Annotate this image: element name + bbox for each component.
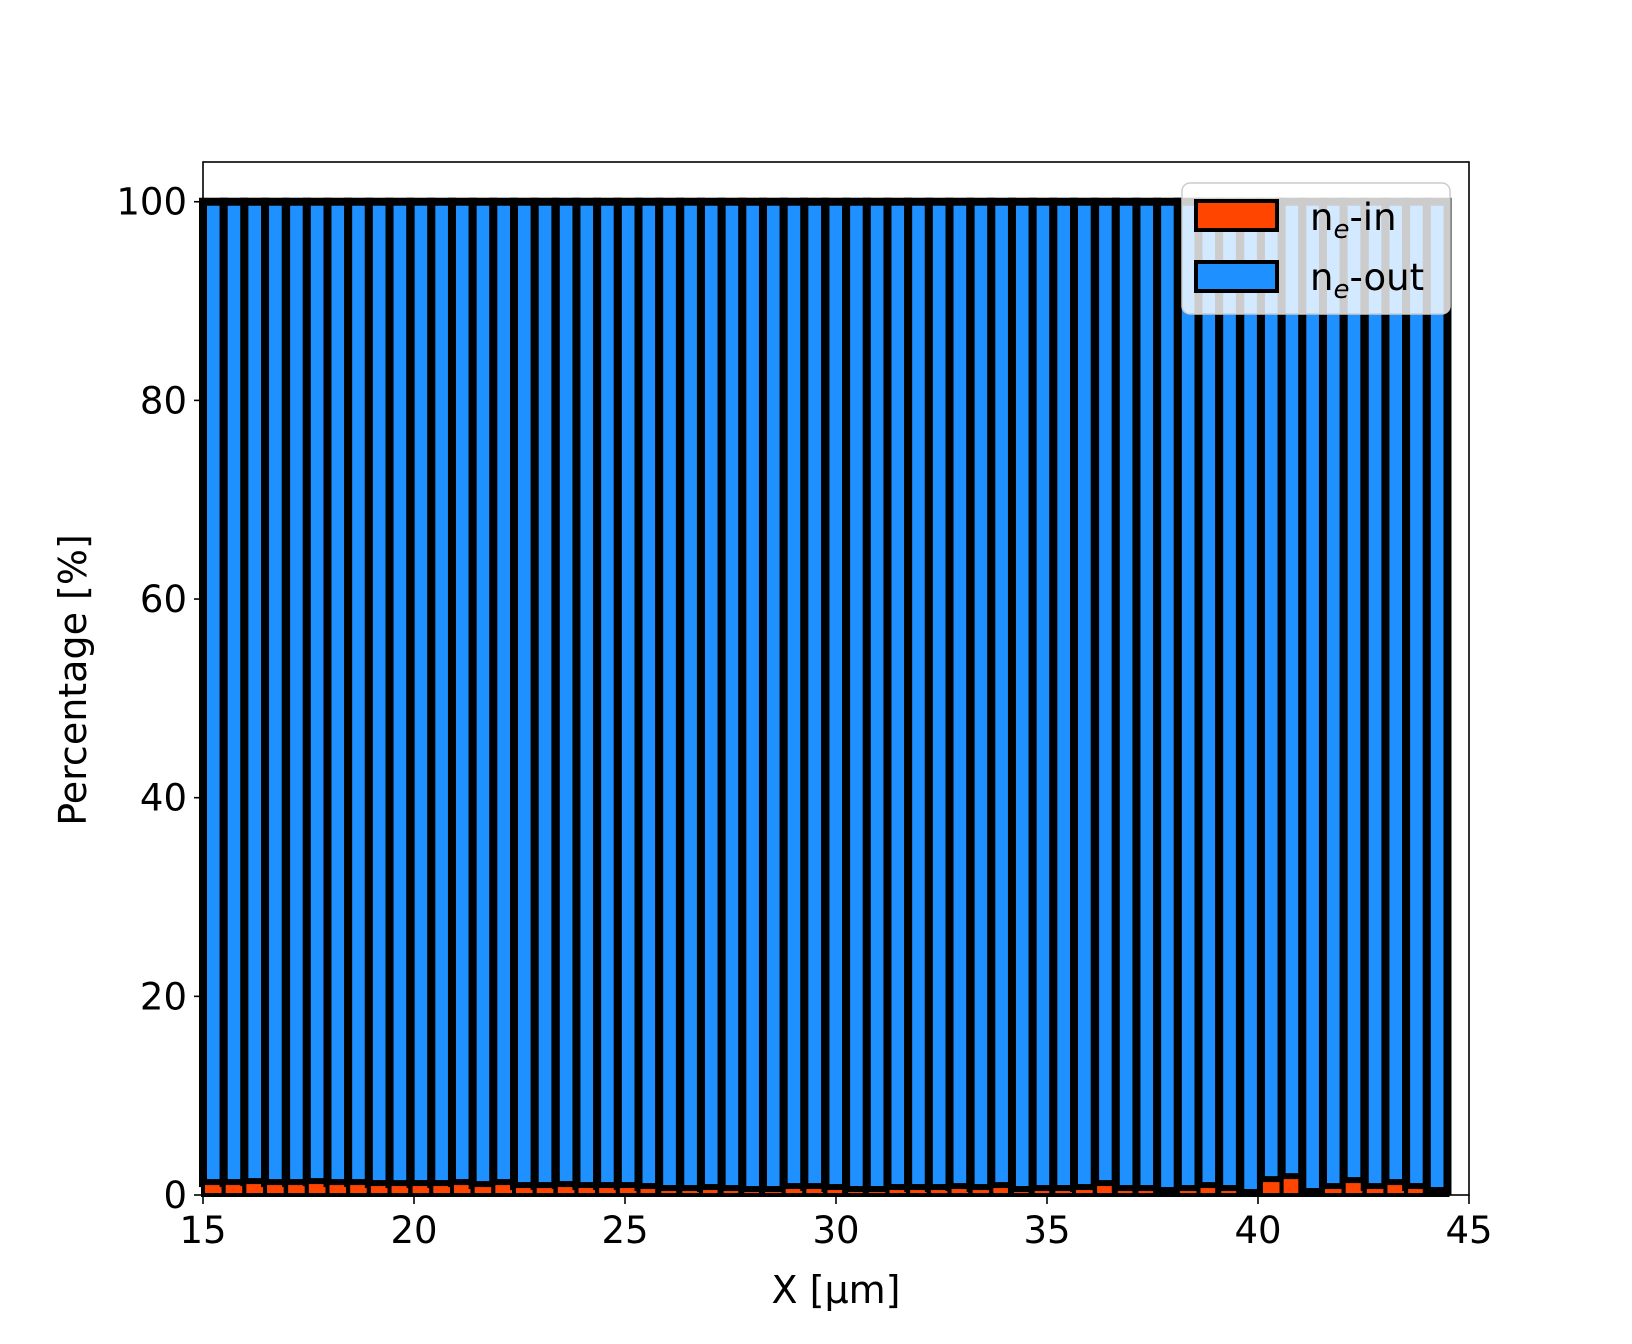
x-tick-label: 25 (601, 1209, 648, 1252)
y-tick-label: 20 (140, 975, 187, 1018)
legend-swatch-ne-out (1194, 260, 1279, 293)
x-tick-label: 45 (1445, 1209, 1492, 1252)
bar-ne-in (1258, 1178, 1284, 1197)
legend-swatch-ne-in (1194, 199, 1279, 232)
x-axis-ticks: 15 20 25 30 35 40 45 (179, 1195, 1493, 1252)
bars-group (199, 197, 1452, 1198)
bar-ne-in (1362, 1185, 1388, 1197)
y-tick-label: 80 (140, 379, 187, 422)
bar-ne-out (1422, 197, 1452, 1196)
y-axis-label: Percentage [%] (51, 534, 95, 826)
y-tick-label: 40 (140, 777, 187, 820)
x-tick-label: 40 (1234, 1209, 1281, 1252)
y-tick-label: 100 (116, 181, 187, 224)
bar-ne-in (1072, 1186, 1097, 1198)
bar-ne-in (1320, 1185, 1346, 1197)
x-tick-label: 35 (1023, 1209, 1070, 1252)
y-tick-label: 0 (163, 1174, 187, 1217)
x-tick-label: 30 (812, 1209, 859, 1252)
x-tick-label: 20 (390, 1209, 437, 1252)
legend-label-ne-in: ne-in (1310, 196, 1397, 245)
y-axis-ticks: 0 20 40 60 80 100 (116, 181, 203, 1217)
y-tick-label: 60 (140, 578, 187, 621)
legend-label-ne-out: ne-out (1310, 256, 1424, 305)
x-tick-label: 15 (179, 1209, 226, 1252)
x-axis-label: X [μm] (772, 1268, 901, 1312)
legend: ne-in ne-out (1181, 182, 1451, 315)
